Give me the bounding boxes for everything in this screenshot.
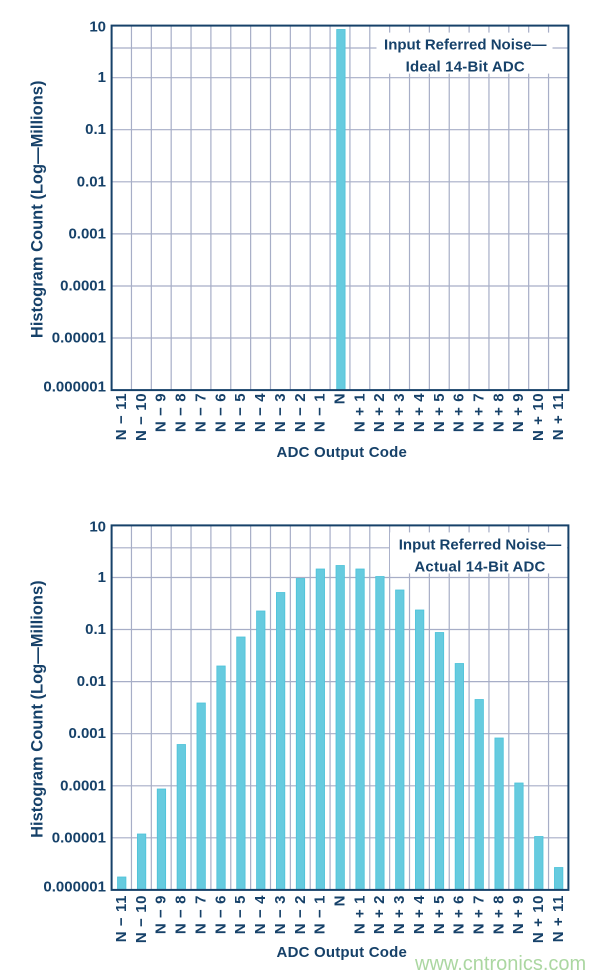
svg-text:10: 10 <box>89 518 106 535</box>
svg-text:0.01: 0.01 <box>77 673 106 690</box>
svg-text:N − 6: N − 6 <box>212 393 229 432</box>
svg-text:N + 5: N + 5 <box>431 895 448 934</box>
svg-text:1: 1 <box>98 69 106 86</box>
svg-text:N + 2: N + 2 <box>371 393 388 432</box>
svg-text:N + 6: N + 6 <box>451 393 468 432</box>
svg-text:0.001: 0.001 <box>68 225 106 242</box>
svg-text:N − 3: N − 3 <box>272 393 289 432</box>
svg-text:0.0001: 0.0001 <box>60 278 106 295</box>
svg-text:0.1: 0.1 <box>85 121 106 138</box>
svg-text:N − 2: N − 2 <box>292 393 309 432</box>
svg-text:ADC Output Code: ADC Output Code <box>277 444 407 461</box>
svg-text:N − 4: N − 4 <box>252 895 269 934</box>
svg-text:N: N <box>332 895 349 906</box>
svg-text:0.00001: 0.00001 <box>52 330 106 347</box>
svg-text:N + 10: N + 10 <box>530 895 547 943</box>
svg-text:N − 1: N − 1 <box>312 895 329 934</box>
svg-text:N + 3: N + 3 <box>391 393 408 432</box>
svg-text:ADC Output Code: ADC Output Code <box>277 944 407 961</box>
svg-text:N + 9: N + 9 <box>510 393 527 432</box>
svg-text:0.1: 0.1 <box>85 621 106 638</box>
svg-text:N − 3: N − 3 <box>272 895 289 934</box>
svg-text:0.01: 0.01 <box>77 173 106 190</box>
svg-text:www.cntronics.com: www.cntronics.com <box>414 953 586 975</box>
svg-text:10: 10 <box>89 19 106 36</box>
svg-text:N + 8: N + 8 <box>490 895 507 934</box>
svg-text:N − 5: N − 5 <box>232 393 249 432</box>
svg-text:N + 4: N + 4 <box>411 393 428 432</box>
svg-text:N − 10: N − 10 <box>133 393 150 441</box>
svg-text:N − 7: N − 7 <box>192 895 209 934</box>
svg-text:N + 6: N + 6 <box>451 895 468 934</box>
svg-text:N + 2: N + 2 <box>371 895 388 934</box>
svg-text:Histogram Count (Log—Millions): Histogram Count (Log—Millions) <box>29 81 47 339</box>
svg-text:N + 5: N + 5 <box>431 393 448 432</box>
svg-text:N − 11: N − 11 <box>113 393 130 440</box>
svg-text:0.000001: 0.000001 <box>43 379 106 396</box>
svg-text:N + 11: N + 11 <box>550 895 567 942</box>
svg-text:N + 9: N + 9 <box>510 895 527 934</box>
svg-text:N − 9: N − 9 <box>153 895 170 934</box>
svg-text:N − 2: N − 2 <box>292 895 309 934</box>
svg-text:N − 10: N − 10 <box>133 895 150 943</box>
svg-text:N + 11: N + 11 <box>550 393 567 440</box>
svg-text:Histogram Count (Log—Millions): Histogram Count (Log—Millions) <box>29 580 47 838</box>
svg-text:Input Referred Noise—: Input Referred Noise— <box>399 536 562 553</box>
svg-text:N − 7: N − 7 <box>192 393 209 432</box>
svg-text:N − 8: N − 8 <box>173 895 190 934</box>
svg-text:N + 7: N + 7 <box>471 895 488 934</box>
svg-text:N − 9: N − 9 <box>153 393 170 432</box>
svg-text:1: 1 <box>98 569 106 586</box>
svg-text:N + 10: N + 10 <box>530 393 547 441</box>
svg-text:Input Referred Noise—: Input Referred Noise— <box>384 37 547 54</box>
svg-text:0.000001: 0.000001 <box>43 878 106 895</box>
svg-text:N + 3: N + 3 <box>391 895 408 934</box>
svg-text:N − 1: N − 1 <box>312 393 329 432</box>
svg-text:N + 7: N + 7 <box>471 393 488 432</box>
svg-text:0.001: 0.001 <box>68 725 106 742</box>
svg-text:Ideal 14-Bit ADC: Ideal 14-Bit ADC <box>406 59 525 76</box>
svg-text:N − 11: N − 11 <box>113 895 130 942</box>
svg-text:N − 6: N − 6 <box>212 895 229 934</box>
svg-text:0.0001: 0.0001 <box>60 777 106 794</box>
svg-text:Actual 14-Bit ADC: Actual 14-Bit ADC <box>414 558 545 575</box>
svg-text:N + 1: N + 1 <box>351 895 368 934</box>
svg-text:N + 1: N + 1 <box>351 393 368 432</box>
svg-text:0.00001: 0.00001 <box>52 829 106 846</box>
svg-text:N: N <box>332 393 349 404</box>
svg-text:N + 8: N + 8 <box>490 393 507 432</box>
svg-text:N − 5: N − 5 <box>232 895 249 934</box>
svg-text:N − 8: N − 8 <box>173 393 190 432</box>
svg-text:N + 4: N + 4 <box>411 895 428 934</box>
svg-text:N − 4: N − 4 <box>252 393 269 432</box>
